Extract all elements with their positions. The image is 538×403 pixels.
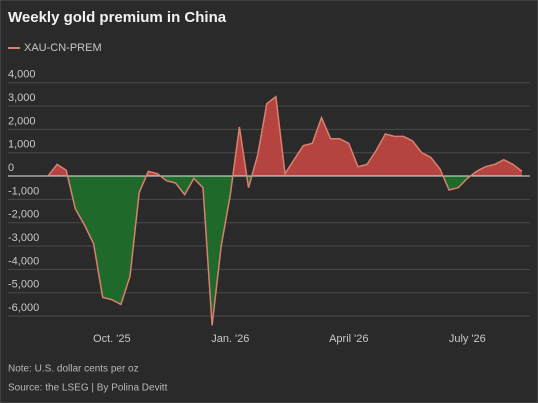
note: Note: U.S. dollar cents per oz <box>8 364 139 375</box>
y-tick-label: 2,000 <box>8 115 36 127</box>
y-tick-label: 3,000 <box>8 92 36 104</box>
y-tick-label: 1,000 <box>8 139 36 151</box>
source: Source: the LSEG | By Polina Devitt <box>8 383 168 394</box>
area-above <box>48 96 522 177</box>
y-tick-label: 4,000 <box>8 69 36 81</box>
y-tick-label: 0 <box>8 162 14 174</box>
x-tick-label: April '26 <box>329 333 368 345</box>
chart-title: Weekly gold premium in China <box>8 9 227 26</box>
series-line <box>47 95 523 326</box>
y-tick-label: -6,000 <box>8 302 39 314</box>
y-tick-label: -3,000 <box>8 232 39 244</box>
x-tick-label: July '26 <box>449 333 486 345</box>
y-tick-label: -5,000 <box>8 279 39 291</box>
x-tick-label: Oct. '25 <box>93 333 131 345</box>
y-tick-label: -4,000 <box>8 255 39 267</box>
legend-label: XAU-CN-PREM <box>24 42 102 54</box>
y-tick-label: -1,000 <box>8 185 39 197</box>
y-tick-label: -2,000 <box>8 209 39 221</box>
x-tick-label: Jan. '26 <box>211 333 249 345</box>
area-below <box>67 176 471 326</box>
